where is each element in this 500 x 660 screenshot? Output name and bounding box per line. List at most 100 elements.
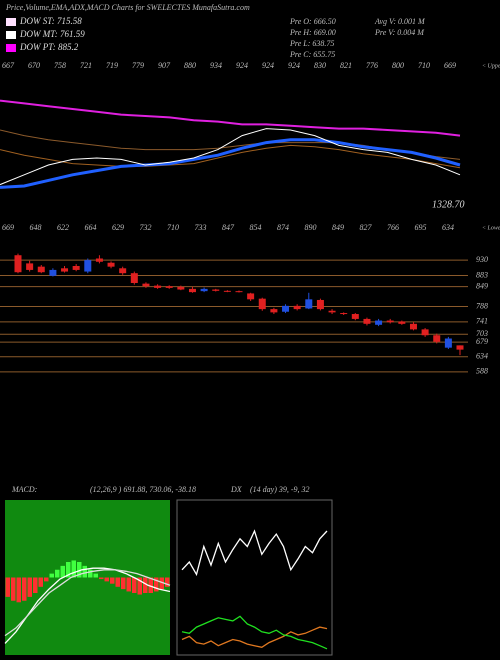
macd-line	[4, 567, 171, 644]
lower-label: 890	[305, 223, 317, 232]
upper-label: 670	[28, 61, 40, 70]
candle-body	[375, 320, 383, 325]
candle-body	[433, 335, 441, 342]
y-tick-label: 634	[476, 352, 488, 361]
candle-body	[72, 266, 80, 270]
candle-body	[130, 273, 138, 283]
lower-label: 874	[277, 223, 289, 232]
y-tick-label: 588	[476, 367, 488, 376]
lower-label: 622	[57, 223, 69, 232]
upper-label: 667	[2, 61, 15, 70]
macd-bar	[71, 560, 76, 578]
upper-label: 924	[236, 61, 248, 70]
adx-line	[181, 529, 328, 577]
candle-body	[200, 288, 208, 292]
info: Pre L: 638.75	[289, 39, 334, 48]
candle-body	[363, 318, 371, 324]
ema-line	[0, 99, 461, 137]
macd-bar	[44, 577, 49, 582]
lower-label: 766	[387, 223, 399, 232]
candle-body	[95, 258, 103, 262]
panel	[5, 500, 170, 655]
candle-body	[49, 269, 57, 276]
macd-bar	[11, 577, 16, 601]
y-tick-label: 930	[476, 255, 488, 264]
upper-label: 830	[314, 61, 326, 70]
upper-label: 924	[288, 61, 300, 70]
candle-body	[235, 291, 243, 293]
upper-label: 719	[106, 61, 118, 70]
candle-body	[165, 286, 173, 288]
upper-label: 880	[184, 61, 196, 70]
candle-body	[119, 268, 127, 274]
macd-bar	[88, 569, 93, 578]
candle-body	[293, 305, 301, 310]
title: Price,Volume,EMA,ADX,MACD Charts for SWE…	[5, 3, 250, 12]
lower-label: 695	[415, 223, 427, 232]
macd-line	[4, 569, 171, 637]
macd-bar	[148, 577, 153, 593]
candle-body	[328, 310, 336, 313]
macd-bar	[110, 577, 115, 584]
info: Avg V: 0.001 M	[374, 17, 426, 26]
lower-label: 827	[360, 223, 373, 232]
last-label: 1328.70	[432, 199, 465, 210]
upper-label: 907	[158, 61, 171, 70]
candle-body	[316, 299, 324, 310]
candle-body	[340, 313, 348, 315]
candle-body	[258, 298, 266, 310]
legend-label: DOW MT: 761.59	[19, 29, 85, 39]
candle-body	[154, 285, 162, 288]
candle-body	[107, 262, 115, 267]
macd-subtitle: (12,26,9 ) 691.88, 730.06, -38.18	[90, 485, 196, 494]
lower-label: 629	[112, 223, 124, 232]
panel	[176, 499, 333, 656]
macd-bar	[55, 569, 60, 578]
macd-bar	[60, 565, 65, 578]
macd-bar	[165, 577, 170, 587]
ema-line	[0, 144, 461, 169]
candle-body	[14, 255, 22, 273]
ema-line	[0, 128, 461, 186]
candle-body	[177, 286, 185, 290]
candle-body	[223, 290, 231, 292]
macd-bar	[159, 577, 164, 590]
candle-body	[188, 288, 196, 293]
candle-body	[270, 309, 278, 313]
upper-label: 800	[392, 61, 404, 70]
macd-bar	[126, 577, 131, 592]
upper-label: 758	[54, 61, 66, 70]
lower-label: 733	[195, 223, 207, 232]
upper-label: 721	[80, 61, 92, 70]
macd-bar	[93, 573, 98, 578]
candle-body	[444, 338, 452, 348]
upper-label: 669	[444, 61, 456, 70]
y-tick-label: 703	[476, 329, 488, 338]
candle-body	[37, 266, 45, 273]
info: Pre C: 655.75	[289, 50, 335, 59]
candle-body	[26, 263, 34, 270]
candle-body	[142, 283, 150, 287]
macd-bar	[99, 577, 104, 580]
candle-body	[351, 314, 359, 319]
candle-body	[456, 345, 464, 350]
info: Pre V: 0.004 M	[374, 28, 425, 37]
candle-body	[282, 305, 290, 312]
macd-bar	[82, 565, 87, 578]
macd-bar	[137, 577, 142, 595]
macd-bar	[27, 577, 32, 597]
macd-bar	[22, 577, 27, 601]
info: Pre O: 666.50	[289, 17, 336, 26]
y-tick-label: 849	[476, 281, 488, 290]
legend-swatch	[6, 18, 16, 26]
lower-label: 849	[332, 223, 344, 232]
upper-label: 776	[366, 61, 378, 70]
macd-bar	[115, 577, 120, 587]
macd-bar	[121, 577, 126, 590]
candle-body	[409, 323, 417, 330]
macd-bar	[33, 577, 38, 593]
macd-bar	[66, 562, 71, 578]
upper-label: 924	[262, 61, 274, 70]
macd-bar	[132, 577, 137, 593]
